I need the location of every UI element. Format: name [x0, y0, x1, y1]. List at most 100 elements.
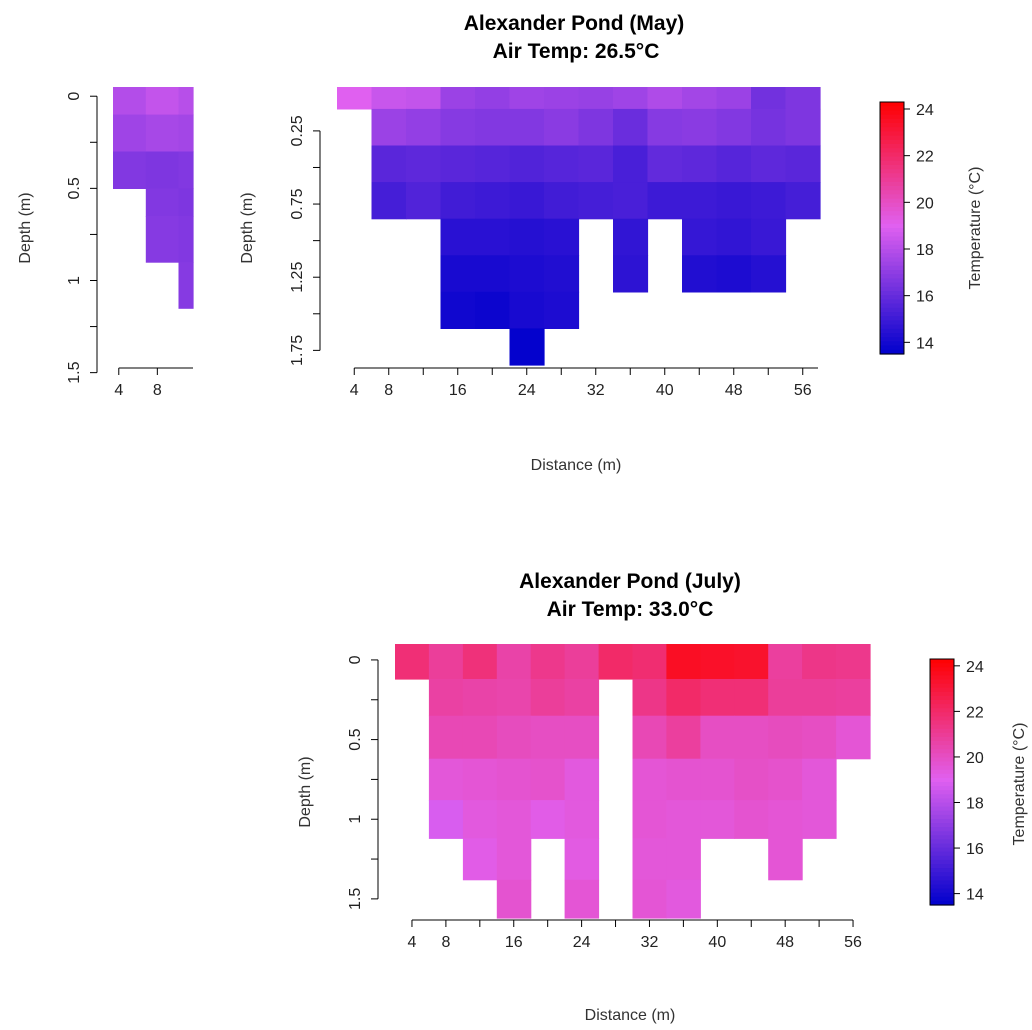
july-cell	[496, 644, 532, 680]
july-legend-swatch	[930, 896, 954, 902]
july-cell	[530, 800, 566, 839]
july-legend-swatch	[930, 814, 954, 820]
july-cell	[632, 644, 667, 680]
july-legend-swatch	[930, 773, 954, 779]
may-cell	[406, 145, 442, 183]
july-legend-swatch	[930, 868, 954, 873]
july-cell	[632, 715, 667, 760]
july-cell	[666, 644, 701, 680]
july-cell	[632, 758, 667, 801]
july-legend-swatch	[930, 876, 954, 881]
may-cell	[751, 145, 787, 183]
july-cell	[734, 800, 769, 839]
may-cell	[475, 291, 511, 329]
july-legend-label: Temperature (°C)	[1011, 723, 1028, 846]
may-left-cell	[145, 114, 180, 153]
may-x-tick-label: 16	[449, 382, 467, 399]
may-legend-swatch	[880, 232, 904, 237]
july-y-tick-label: 1.5	[347, 888, 364, 910]
july-legend-swatch	[930, 741, 954, 746]
may-cell	[716, 218, 752, 256]
july-cell	[632, 838, 667, 881]
may-legend-swatch	[880, 114, 904, 120]
may-legend-swatch	[880, 244, 904, 250]
july-legend-swatch	[930, 900, 954, 906]
july-cell	[462, 800, 498, 839]
july-legend-swatch	[930, 683, 954, 689]
may-legend-swatch	[880, 249, 904, 254]
may-cell	[716, 182, 752, 220]
july-x-tick-label: 32	[641, 934, 659, 951]
may-legend-swatch	[880, 270, 904, 275]
may-legend-swatch	[880, 291, 904, 296]
july-cell	[802, 758, 837, 801]
july-legend-swatch	[930, 761, 954, 767]
july-cell	[530, 758, 566, 801]
may-cell	[578, 182, 614, 220]
july-legend-swatch	[930, 818, 954, 824]
may-legend-swatch	[880, 333, 904, 338]
july-legend-swatch	[930, 790, 954, 795]
may-legend-tick-label: 16	[916, 289, 934, 306]
july-legend-swatch	[930, 695, 954, 701]
may-legend-tick-label: 20	[916, 195, 934, 212]
may-legend-swatch	[880, 228, 904, 233]
july-legend-swatch	[930, 720, 954, 726]
july-legend-frame	[929, 658, 955, 906]
july-legend-swatch	[930, 827, 954, 832]
may-cell	[509, 108, 545, 147]
july-x-tick-label: 48	[776, 934, 794, 951]
may-legend-swatch	[880, 274, 904, 279]
july-legend-swatch	[930, 831, 954, 836]
july-cell	[768, 715, 803, 760]
may-cell	[509, 291, 545, 329]
july-cell	[462, 715, 498, 760]
may-legend-swatch	[880, 282, 904, 288]
july-legend-swatch	[930, 794, 954, 799]
may-legend-swatch	[880, 152, 904, 158]
july-legend-swatch	[930, 851, 954, 857]
may-left-y-tick-label: 1.5	[66, 361, 83, 383]
july-cell	[428, 644, 464, 680]
may-subtitle: Air Temp: 26.5°C	[493, 40, 660, 63]
july-x-tick-label: 8	[441, 934, 450, 951]
july-legend-swatch	[930, 687, 954, 693]
july-cell	[734, 644, 769, 680]
july-legend-tick-label: 18	[966, 796, 984, 813]
may-legend-swatch	[880, 219, 904, 225]
may-cell	[440, 87, 476, 110]
may-cell	[647, 182, 683, 220]
may-y-tick-label: 0.75	[289, 188, 306, 219]
may-legend-swatch	[880, 186, 904, 191]
july-heatmap: Alexander Pond (July) Air Temp: 33.0°C D…	[297, 570, 1028, 1024]
july-color-legend: 14 16 18 20 22 24	[929, 658, 984, 906]
may-legend-swatch	[880, 236, 904, 242]
july-legend-swatch	[930, 691, 954, 697]
may-cell	[509, 87, 545, 110]
may-cell	[751, 108, 787, 147]
may-left-cell	[113, 151, 147, 189]
may-cell	[613, 255, 649, 293]
may-left-cell	[178, 151, 194, 189]
july-legend-swatch	[930, 671, 954, 676]
may-cell	[544, 145, 580, 183]
july-legend-swatch	[930, 777, 954, 783]
may-cell	[647, 145, 683, 183]
may-cell	[440, 108, 476, 147]
july-cell	[564, 800, 600, 839]
may-legend-swatch	[880, 148, 904, 153]
may-legend-swatch	[880, 118, 904, 124]
july-cell	[836, 644, 871, 680]
july-cell	[836, 679, 871, 717]
july-legend-swatch	[930, 663, 954, 668]
july-legend-swatch	[930, 728, 954, 734]
may-x-tick-label: 4	[350, 382, 359, 399]
july-cell	[768, 758, 803, 801]
may-cell	[371, 182, 407, 220]
may-legend-swatch	[880, 278, 904, 284]
july-cell	[462, 644, 498, 680]
may-cell	[613, 182, 649, 220]
july-legend-tick-label: 16	[966, 841, 984, 858]
july-cell	[768, 679, 803, 717]
july-legend-tick-label: 22	[966, 704, 984, 721]
